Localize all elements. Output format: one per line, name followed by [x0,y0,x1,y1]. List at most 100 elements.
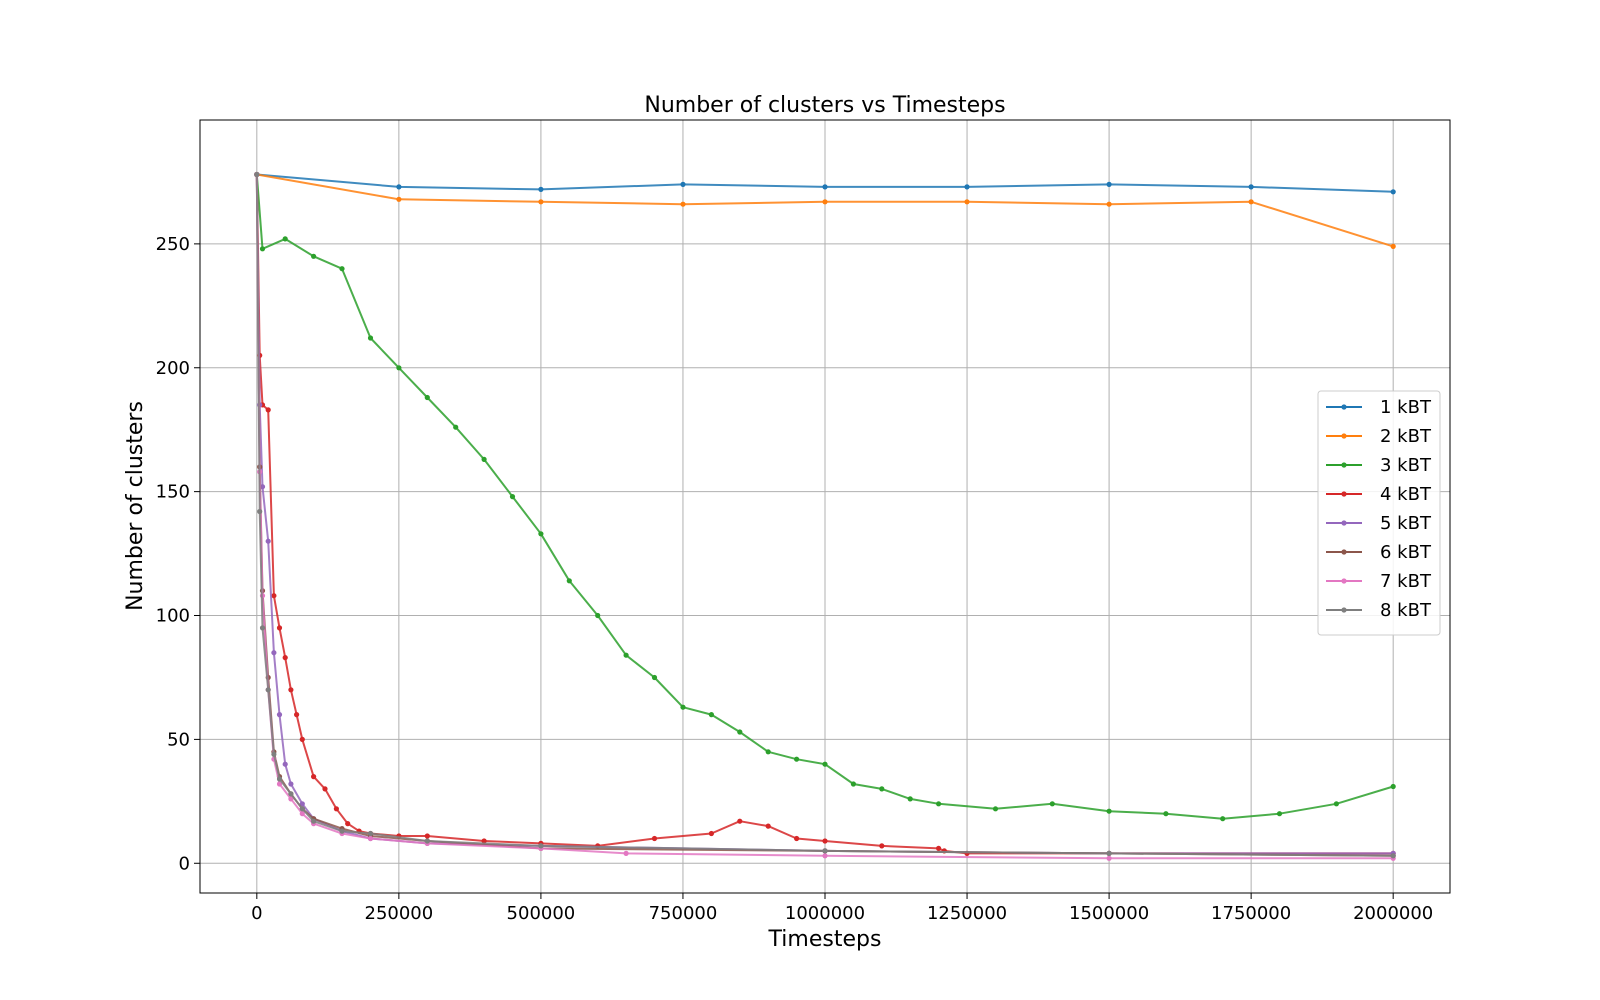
x-tick-label: 1250000 [927,903,1007,924]
legend-label: 2 kBT [1380,426,1432,447]
x-tick-label: 2000000 [1353,903,1433,924]
data-point [424,394,430,401]
data-point [708,830,715,837]
x-tick-label: 0 [251,903,262,924]
legend-item: 8 kBT [1326,600,1432,621]
legend-marker [1341,549,1347,555]
y-tick-label: 150 [156,482,190,503]
data-point [794,835,800,842]
data-point [850,781,857,787]
data-point [311,253,317,259]
data-point [1248,199,1254,205]
y-axis-label: Number of clusters [123,401,148,611]
data-point [254,171,260,178]
series-8-line [254,171,1396,859]
data-point [396,184,402,190]
data-point [566,578,572,584]
data-point [538,199,544,205]
legend-box [1317,390,1441,636]
data-point [424,838,430,844]
data-point [322,786,328,792]
legend-label: 8 kBT [1380,600,1432,621]
series-3-line [254,171,1396,822]
chart-title: Number of clusters vs Timesteps [644,93,1005,118]
data-point [333,806,339,812]
data-point [680,181,686,187]
legend: 1 kBT 2 kBT 3 kBT 4 kBT 5 kBT 6 kBT 7 kBT 8 kBT [1317,390,1441,636]
data-point [339,828,345,834]
legend-marker [1341,433,1347,439]
data-point [822,199,828,205]
data-point [282,655,288,661]
data-point [288,791,294,797]
data-point [1390,243,1396,249]
data-point [992,806,999,812]
legend-item: 4 kBT [1326,484,1432,505]
data-point [259,484,266,490]
series-2-line [254,171,1396,249]
data-point [1390,783,1396,790]
data-point [265,407,271,413]
legend-item: 7 kBT [1326,571,1432,592]
data-point [276,776,283,782]
legend-label: 1 kBT [1380,397,1432,418]
data-point [538,531,544,537]
data-point [288,687,294,693]
data-point [538,843,544,849]
data-point [481,838,487,844]
data-point [294,712,300,718]
data-point [257,508,263,515]
data-point [879,843,885,849]
data-point [680,201,686,207]
data-point [907,796,913,802]
data-point [299,801,305,807]
x-tick-label: 1000000 [785,903,865,924]
data-point [299,736,305,743]
data-point [271,751,277,757]
data-point [396,365,402,371]
data-point [367,835,374,842]
data-point [271,593,277,599]
y-tick-label: 250 [156,234,190,255]
legend-label: 4 kBT [1380,484,1432,505]
series-1-line [254,171,1396,195]
legend-item: 6 kBT [1326,542,1432,563]
data-point [288,796,294,802]
data-point [311,774,317,780]
x-axis-label: Timesteps [768,927,882,952]
legend-marker [1341,578,1347,584]
y-tick-label: 50 [167,729,190,750]
y-tick-label: 100 [156,606,190,627]
data-point [964,199,970,205]
data-point [1106,181,1112,187]
legend-label: 6 kBT [1380,542,1432,563]
series-line [255,174,1394,820]
data-point [1390,189,1396,195]
legend-label: 5 kBT [1380,513,1432,534]
legend-label: 7 kBT [1380,571,1432,592]
data-point [1333,801,1339,807]
data-point [288,781,294,787]
data-point [299,811,305,817]
data-point [282,761,288,767]
data-point [651,835,658,842]
data-point [1106,850,1112,857]
data-point [680,704,686,710]
legend-item: 5 kBT [1326,513,1432,534]
y-tick-label: 200 [156,358,190,379]
legend-marker [1341,520,1347,526]
data-point [509,494,516,500]
data-point [595,612,601,619]
data-point [339,266,345,272]
data-point [822,184,828,190]
data-point [737,729,743,735]
data-point [1163,811,1169,817]
data-point [737,818,743,824]
legend-marker [1341,491,1347,497]
data-point [1220,816,1226,822]
data-point [822,838,828,844]
data-point [1276,811,1283,817]
legend-item: 1 kBT [1326,397,1432,418]
data-point [964,184,970,190]
data-point [879,786,885,792]
